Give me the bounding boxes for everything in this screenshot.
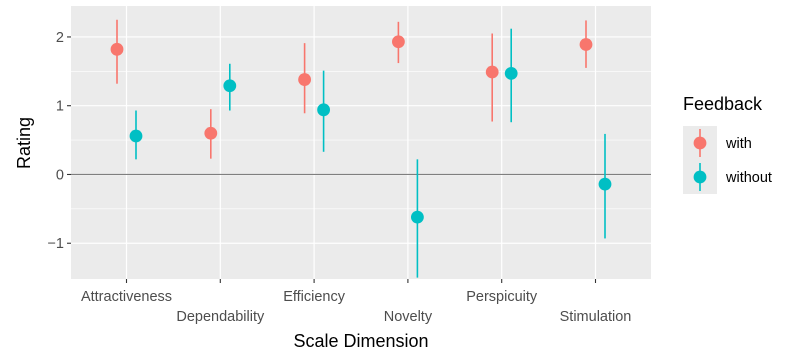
data-point — [223, 79, 237, 93]
data-point — [317, 103, 330, 117]
y-tick-label: 2 — [56, 30, 64, 46]
data-point — [110, 42, 124, 56]
data-point — [204, 126, 218, 140]
data-point — [485, 65, 499, 79]
data-point — [392, 35, 405, 49]
x-tick-label: Novelty — [384, 309, 433, 325]
x-tick-label: Dependability — [176, 309, 265, 325]
legend-label: with — [725, 136, 752, 152]
legend: Feedback with without — [683, 94, 772, 194]
x-tick-label: Attractiveness — [81, 289, 172, 305]
x-tick-label: Perspicuity — [466, 289, 538, 305]
legend-title: Feedback — [683, 94, 763, 114]
y-axis-title: Rating — [14, 117, 34, 169]
data-point — [504, 66, 518, 80]
y-tick-label: 0 — [56, 167, 64, 183]
x-axis-title: Scale Dimension — [293, 331, 428, 351]
data-point — [579, 38, 593, 51]
data-marks — [110, 19, 612, 278]
data-point — [298, 73, 311, 86]
x-tick-label: Stimulation — [560, 309, 632, 325]
y-tick-label: 1 — [56, 99, 64, 115]
legend-key-point — [693, 136, 707, 150]
minor-gridlines — [71, 71, 651, 210]
data-point — [598, 177, 612, 191]
panel-background — [71, 6, 651, 279]
legend-key-point — [693, 170, 707, 184]
x-tick-label: Efficiency — [283, 289, 346, 305]
data-point — [411, 210, 424, 224]
legend-label: without — [725, 170, 772, 186]
y-tick-label: −1 — [47, 236, 64, 252]
data-point — [129, 129, 143, 143]
